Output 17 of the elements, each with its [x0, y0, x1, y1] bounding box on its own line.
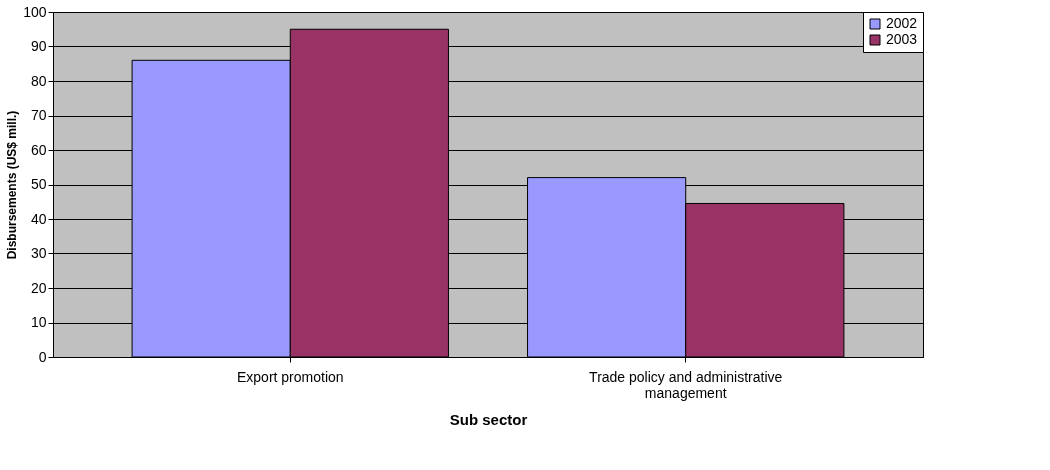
y-tick-label: 10: [30, 314, 47, 330]
y-tick-label: 30: [30, 245, 47, 261]
y-axis-title: Disbursements (US$ mill.): [5, 110, 20, 260]
x-tick-label: Trade policy and administrative management: [589, 368, 783, 401]
y-tick-label: 40: [30, 210, 47, 227]
y-tick-label: 80: [30, 72, 47, 89]
y-tick-label: 70: [30, 107, 47, 123]
legend-label: 2003: [886, 31, 918, 47]
y-tick-label: 90: [30, 38, 47, 54]
y-tick-label: 60: [30, 141, 47, 158]
x-tick-label: Export promotion: [236, 368, 344, 385]
y-tick-label: 20: [30, 279, 47, 296]
legend-label: 2002: [886, 15, 918, 31]
y-tick-label: 100: [23, 3, 47, 20]
x-axis-title: Sub sector: [449, 410, 528, 428]
y-tick-label: 0: [38, 348, 47, 365]
y-tick-label: 50: [30, 176, 47, 192]
